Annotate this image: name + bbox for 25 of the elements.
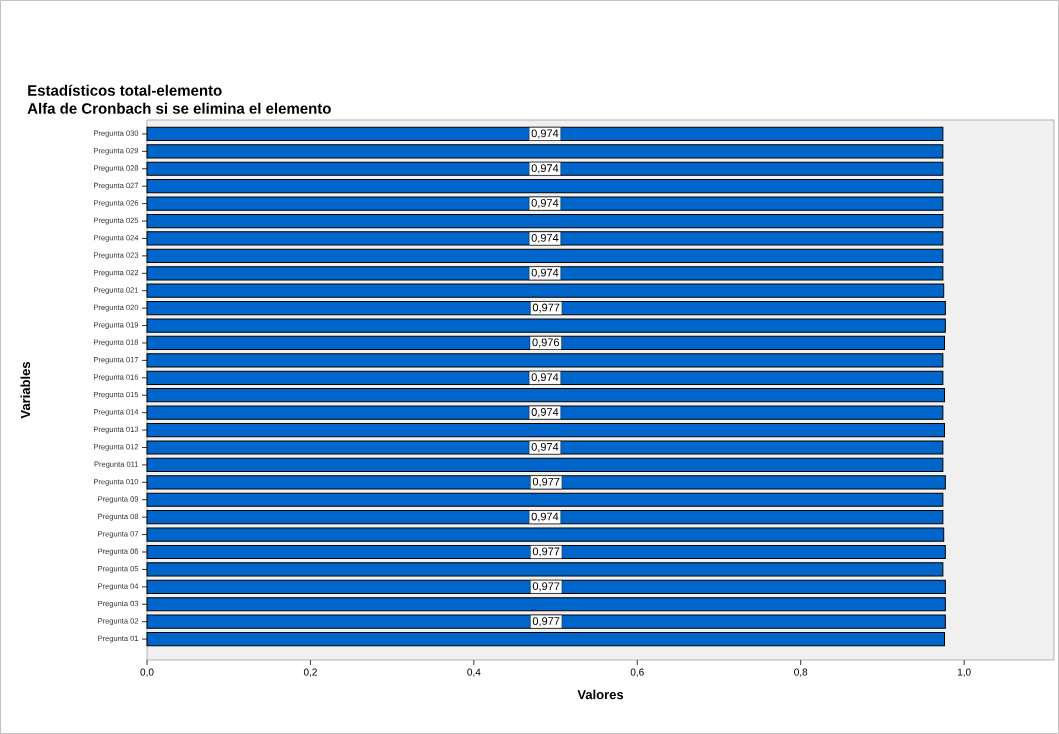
x-tick-label: 0,8 — [794, 668, 808, 677]
data-label: 0,977 — [532, 477, 560, 487]
data-label: 0,974 — [531, 199, 559, 209]
data-label: 0,974 — [531, 373, 559, 383]
x-axis-title: Valores — [577, 689, 624, 700]
data-label: 0,974 — [531, 164, 559, 174]
chart-title: Estadísticos total-elemento — [28, 84, 222, 96]
data-label: 0,974 — [531, 233, 559, 243]
data-label: 0,974 — [531, 268, 559, 278]
data-label: 0,974 — [531, 129, 559, 139]
data-label: 0,976 — [532, 338, 560, 348]
x-tick-label: 0,2 — [303, 668, 317, 677]
data-label: 0,977 — [532, 617, 560, 627]
data-label: 0,974 — [531, 512, 559, 522]
y-axis-title: Variables — [20, 361, 31, 419]
x-tick-label: 1,0 — [957, 668, 971, 677]
data-label: 0,977 — [532, 547, 560, 557]
x-tick-label: 0,6 — [630, 668, 644, 677]
chart-subtitle: Alfa de Cronbach si se elimina el elemento — [27, 102, 331, 114]
data-label: 0,974 — [531, 408, 559, 418]
data-label: 0,977 — [532, 303, 560, 313]
data-label: 0,974 — [531, 442, 559, 453]
x-tick-label: 0,4 — [467, 668, 481, 677]
x-tick-label: 0,0 — [140, 668, 154, 677]
data-label: 0,977 — [532, 582, 560, 592]
